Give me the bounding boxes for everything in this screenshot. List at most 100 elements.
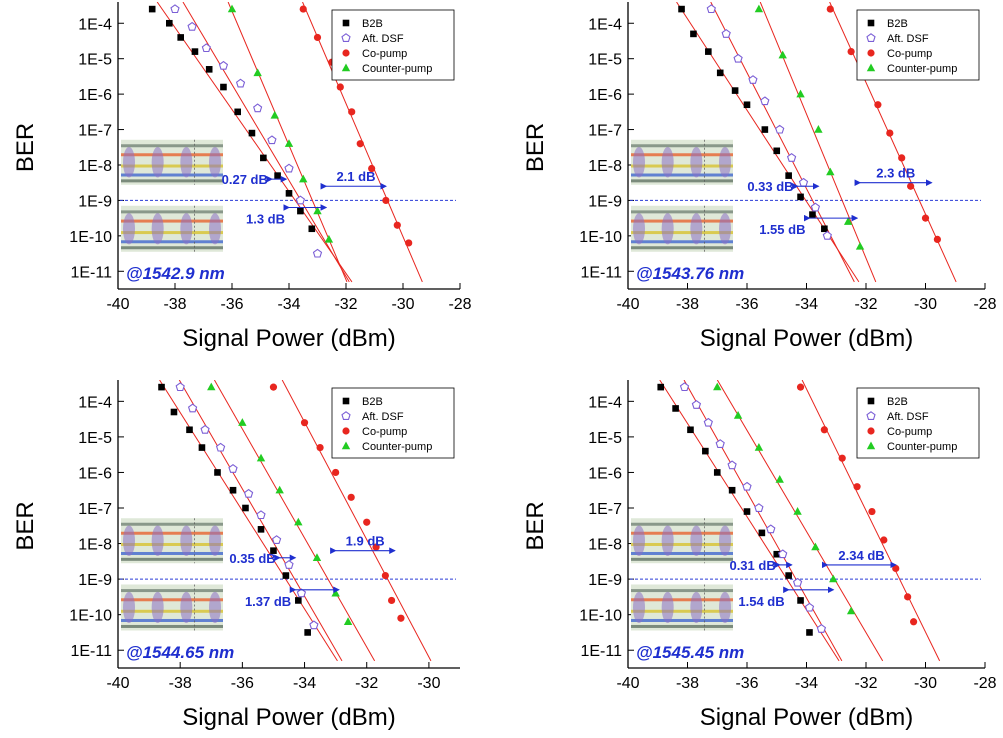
eye-crossing xyxy=(209,525,221,557)
data-point-dsf xyxy=(866,411,876,420)
data-point-dsf xyxy=(748,75,758,84)
y-tick-label: 1E-5 xyxy=(78,430,112,447)
y-tick-label: 1E-7 xyxy=(588,501,622,518)
plot-area xyxy=(120,2,456,283)
eye-trace xyxy=(631,609,733,613)
data-point-b2b xyxy=(308,225,316,233)
x-tick-label: -28 xyxy=(973,675,996,692)
y-tick-label: 1E-11 xyxy=(70,643,112,660)
data-point-b2b xyxy=(260,154,267,162)
eye-trace xyxy=(121,589,223,593)
data-point-counter-pump xyxy=(207,382,216,391)
eye-crossing xyxy=(690,591,703,624)
series-counter-pump xyxy=(207,382,353,625)
data-point-dsf xyxy=(267,135,277,145)
data-point-co-pump xyxy=(332,468,340,477)
data-point-dsf xyxy=(187,403,198,413)
data-point-dsf xyxy=(822,231,832,240)
data-point-b2b xyxy=(672,405,679,412)
eye-crossing xyxy=(209,591,221,624)
x-tick-label: -30 xyxy=(914,296,937,313)
data-point-b2b xyxy=(657,383,665,391)
data-point-dsf xyxy=(778,549,788,559)
data-point-dsf xyxy=(170,4,180,14)
x-tick-label: -32 xyxy=(854,675,877,692)
x-axis-title: Signal Power (dBm) xyxy=(182,704,395,731)
annotation-label: 1.37 dB xyxy=(245,594,291,609)
data-point-co-pump xyxy=(382,196,390,205)
eye-crossing xyxy=(151,146,164,178)
y-tick-label: 1E-9 xyxy=(588,572,622,589)
data-point-counter-pump xyxy=(294,517,303,526)
data-point-counter-pump xyxy=(275,485,284,494)
data-point-dsf xyxy=(200,424,210,434)
fit-line xyxy=(182,2,350,283)
legend-label: Counter-pump xyxy=(362,441,432,453)
data-point-b2b xyxy=(282,572,290,579)
data-point-b2b xyxy=(728,486,736,494)
annotation-label: 0.33 dB xyxy=(747,179,793,194)
x-tick-label: -36 xyxy=(735,296,758,313)
legend: B2B Aft. DSF Co-pump Counter-pump xyxy=(331,9,455,81)
data-point-dsf xyxy=(284,560,294,569)
eye-crossing xyxy=(719,213,731,245)
data-point-b2b xyxy=(785,572,792,579)
annotation-label: 0.27 dB xyxy=(222,172,268,187)
data-point-co-pump xyxy=(874,101,882,109)
data-point-counter-pump xyxy=(238,418,247,426)
y-tick-label: 1E-4 xyxy=(78,394,112,411)
data-point-b2b xyxy=(257,526,265,533)
eye-trace xyxy=(631,522,733,526)
data-point-dsf xyxy=(866,33,876,42)
x-tick-label: -34 xyxy=(795,296,818,313)
y-axis-title: BER xyxy=(12,501,39,550)
data-point-counter-pump xyxy=(270,110,279,119)
data-point-b2b xyxy=(295,597,302,604)
data-point-co-pump xyxy=(336,83,344,91)
data-point-dsf xyxy=(243,488,254,498)
eye-crossing xyxy=(661,591,674,624)
data-point-dsf xyxy=(284,163,294,173)
x-tick-label: -36 xyxy=(220,296,243,313)
series-b2b xyxy=(657,383,813,636)
data-point-b2b xyxy=(702,447,709,455)
data-point-dsf xyxy=(742,481,752,491)
series-aft-dsf xyxy=(679,382,827,633)
eye-trace xyxy=(121,219,223,223)
legend-box xyxy=(856,387,980,459)
annotation: 0.31 dB xyxy=(729,558,793,573)
data-point-b2b xyxy=(342,397,350,405)
data-point-co-pump xyxy=(368,164,376,173)
data-point-counter-pump xyxy=(256,453,266,462)
data-point-counter-pump xyxy=(754,4,764,13)
annotation-label: 1.55 dB xyxy=(759,222,805,237)
data-point-co-pump xyxy=(921,214,930,222)
y-tick-label: 1E-8 xyxy=(78,537,112,554)
data-point-co-pump xyxy=(880,536,888,544)
data-point-co-pump xyxy=(397,614,405,622)
y-tick-label: 1E-6 xyxy=(78,465,112,482)
eye-trace xyxy=(121,210,223,214)
annotation: 0.27 dB xyxy=(222,172,288,187)
series-co-pump xyxy=(796,383,918,626)
eye-trace xyxy=(631,179,733,183)
eye-crossing xyxy=(690,146,703,178)
data-point-b2b xyxy=(242,504,249,512)
data-point-b2b xyxy=(797,597,804,604)
data-point-dsf xyxy=(235,78,246,88)
legend-label: Co-pump xyxy=(887,48,932,60)
annotation-label: 0.35 dB xyxy=(229,551,275,566)
eye-trace xyxy=(121,144,223,148)
data-point-counter-pump xyxy=(733,411,743,419)
eye-trace xyxy=(121,531,223,535)
annotation-label: 2.1 dB xyxy=(336,169,375,184)
data-point-b2b xyxy=(158,383,165,391)
legend: B2B Aft. DSF Co-pump Counter-pump xyxy=(856,9,980,81)
data-point-co-pump xyxy=(796,383,805,391)
eye-trace xyxy=(121,173,223,177)
eye-crossing xyxy=(661,525,674,557)
eye-crossing xyxy=(719,146,731,178)
data-point-b2b xyxy=(687,426,694,434)
eye-trace xyxy=(631,531,733,535)
